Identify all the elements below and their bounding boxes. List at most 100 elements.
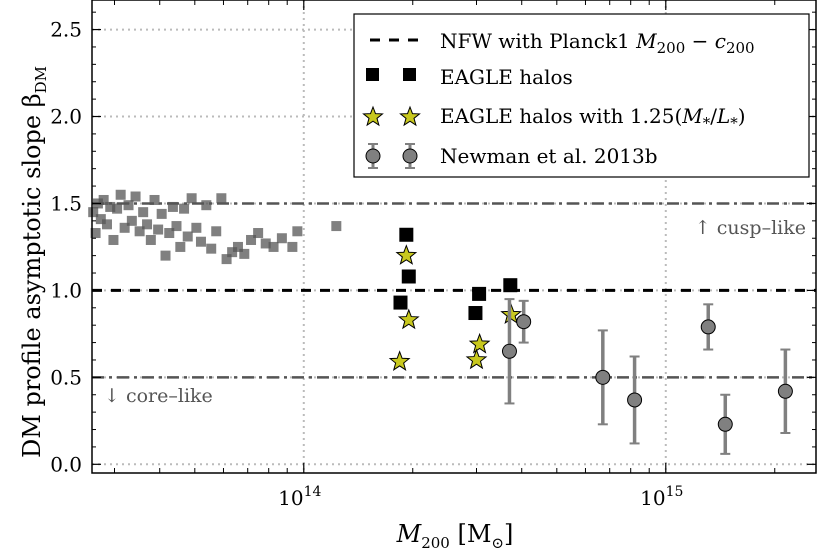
plot-frame — [91, 0, 817, 474]
lowmass-halo-point-15 — [138, 207, 149, 218]
y-axis-label-sub: DM — [32, 66, 50, 93]
lowmass-halo-point-4 — [98, 194, 109, 205]
lowmass-halo-point-33 — [211, 226, 222, 237]
reference-lines — [92, 202, 816, 379]
legend-nfw-text-msub: 200 — [657, 39, 686, 57]
legend-eagle: EAGLE halos — [366, 65, 573, 89]
annotation-cusp: ↑ cusp–like — [695, 217, 806, 239]
legend-eagle-ml-star-1 — [362, 105, 384, 127]
y-tick-label-0: 0.0 — [50, 452, 82, 476]
legend-newman-label: Newman et al. 2013b — [440, 144, 658, 168]
lowmass-halo-point-20 — [156, 208, 167, 219]
lowmass-halo-point-1 — [90, 228, 101, 239]
lowmass-halo-point-5 — [101, 219, 112, 230]
lowmass-halo-point-26 — [179, 203, 190, 214]
legend-eagle-ml-label: EAGLE halos with 1.25(M*/L*) — [440, 104, 746, 132]
lowmass-halo-point-30 — [195, 236, 206, 247]
legend-nfw: NFW with Planck1 M200 − c200 — [370, 29, 755, 57]
legend-nfw-label: NFW with Planck1 M200 − c200 — [440, 29, 755, 57]
x-axis-label: M200 [M⊙] — [396, 520, 514, 552]
eagle-halo-point-2 — [393, 295, 408, 310]
legend-nfw-text-minus: − — [685, 29, 714, 53]
lowmass-halo-point-24 — [171, 221, 182, 232]
legend-newman: Newman et al. 2013b — [365, 143, 658, 169]
legend-eagle-ml-text-close: ) — [738, 104, 746, 128]
x-axis-label-unit-sub: ⊙ — [491, 534, 504, 552]
lowmass-halo-point-7 — [108, 234, 119, 245]
legend-eagle-ml-text-slash: / — [710, 104, 717, 128]
legend-newman-marker-1 — [365, 148, 381, 164]
lowmass-halo-point-43 — [276, 233, 287, 244]
eagle-ml-star-point-1 — [397, 308, 420, 330]
lowmass-halo-point-0 — [88, 207, 99, 218]
lowmass-halo-point-11 — [123, 200, 134, 211]
legend-nfw-text-c: c — [715, 29, 726, 53]
lowmass-halo-point-10 — [119, 222, 130, 233]
lowmass-halo-point-3 — [95, 214, 106, 225]
lowmass-halo-point-39 — [246, 234, 257, 245]
lowmass-halo-point-12 — [126, 215, 137, 226]
eagle-ml-star-point-3 — [468, 332, 491, 354]
lowmass-halo-point-38 — [239, 248, 250, 259]
legend-frame — [353, 13, 810, 178]
lowmass-halo-point-46 — [331, 221, 342, 232]
lowmass-halo-point-42 — [268, 241, 279, 252]
newman-point-5 — [717, 416, 733, 432]
lowmass-halo-point-35 — [221, 254, 232, 265]
newman-point-4 — [700, 319, 716, 335]
eagle-halo-point-4 — [468, 306, 483, 321]
y-tick-label-4: 2.0 — [50, 105, 82, 129]
lowmass-halo-point-28 — [186, 193, 197, 204]
eagle-halo-point-1 — [401, 269, 416, 284]
lowmass-halo-point-9 — [115, 189, 126, 200]
y-tick-label-3: 1.5 — [50, 191, 82, 215]
lowmass-halo-point-23 — [167, 201, 178, 212]
lowmass-halo-point-41 — [260, 238, 271, 249]
newman-point-1 — [516, 314, 532, 330]
legend-eagle-ml-text-m: M — [681, 104, 703, 128]
lowmass-halo-point-25 — [175, 241, 186, 252]
x-tick-label-base-1: 10 — [640, 486, 665, 510]
lowmass-halo-point-37 — [232, 241, 243, 252]
x-tick-label-0: 1014 — [278, 484, 321, 510]
legend: NFW with Planck1 M200 − c200 EAGLE halos… — [353, 13, 810, 178]
y-tick-label-2: 1.0 — [50, 278, 82, 302]
legend-newman-marker-2 — [402, 148, 418, 164]
lowmass-halo-point-31 — [201, 200, 212, 211]
lowmass-halo-point-45 — [292, 226, 303, 237]
eagle-ml-star-point-2 — [388, 350, 411, 371]
x-tick-label-exp-1: 15 — [666, 484, 684, 500]
newman-point-0 — [501, 343, 517, 359]
lowmass-halo-point-22 — [164, 228, 175, 239]
newman-point-3 — [627, 392, 643, 408]
eagle-ml-star-point-0 — [395, 244, 418, 265]
lowmass-halo-point-40 — [253, 228, 264, 239]
legend-eagle-ml-text-lsub: * — [730, 114, 738, 132]
lowmass-halo-point-32 — [206, 243, 217, 254]
lowmass-halo-point-21 — [160, 250, 171, 261]
data-marks — [88, 189, 793, 455]
y-axis-label: DM profile asymptotic slope βDM — [18, 66, 50, 458]
legend-nfw-text-csub: 200 — [726, 39, 755, 57]
x-axis-label-main: M — [396, 520, 423, 548]
lowmass-halo-point-18 — [149, 194, 160, 205]
lowmass-halo-point-8 — [112, 203, 123, 214]
y-axis-label-main: DM profile asymptotic slope β — [18, 93, 46, 458]
eagle-halo-point-5 — [503, 278, 518, 293]
x-tick-label-exp-0: 14 — [304, 484, 322, 500]
eagle-ml-star-point-4 — [465, 348, 488, 370]
legend-eagle-label: EAGLE halos — [440, 65, 573, 89]
annotation-core: ↓ core–like — [104, 385, 213, 407]
x-tick-label-1: 1015 — [640, 484, 683, 510]
legend-nfw-text-a: NFW with Planck1 — [440, 29, 636, 53]
newman-point-2 — [595, 369, 611, 385]
legend-eagle-ml-text-a: EAGLE halos with 1.25( — [440, 104, 682, 128]
legend-eagle-ml: EAGLE halos with 1.25(M*/L*) — [362, 104, 746, 132]
y-tick-label-5: 2.5 — [50, 18, 82, 42]
x-tick-label-base-0: 10 — [278, 486, 303, 510]
lowmass-halo-point-34 — [216, 193, 227, 204]
lowmass-halo-point-36 — [227, 247, 238, 258]
lowmass-halo-point-27 — [182, 231, 193, 242]
